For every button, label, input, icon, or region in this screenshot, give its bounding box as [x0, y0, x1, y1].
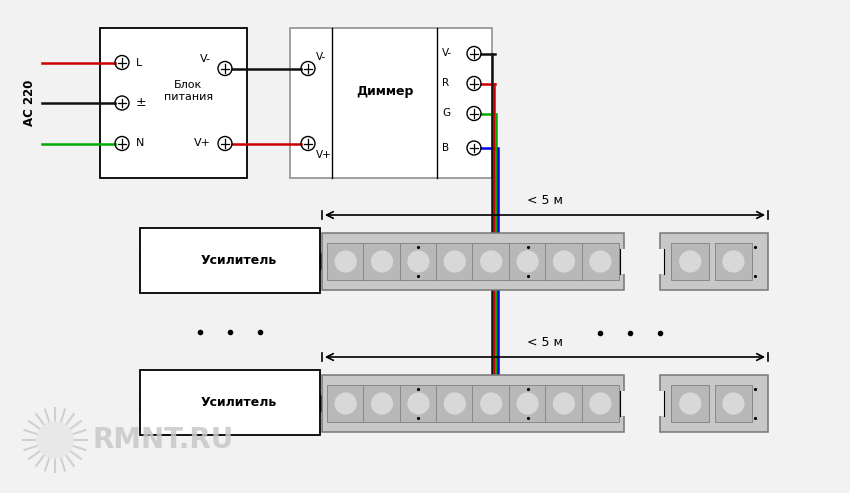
Bar: [620, 248, 628, 274]
Text: V-: V-: [200, 54, 211, 64]
Text: ±: ±: [136, 97, 146, 109]
Bar: [473, 243, 510, 281]
Text: V-: V-: [316, 51, 326, 62]
Text: V-: V-: [442, 48, 452, 59]
Bar: [436, 385, 473, 423]
Bar: [672, 385, 709, 423]
Circle shape: [444, 392, 466, 415]
Bar: [656, 390, 664, 416]
Circle shape: [722, 250, 745, 273]
Circle shape: [517, 392, 539, 415]
Circle shape: [517, 250, 539, 273]
Text: RMNT.RU: RMNT.RU: [93, 426, 235, 454]
Bar: [581, 385, 619, 423]
Bar: [620, 390, 628, 416]
Bar: [363, 385, 401, 423]
Bar: [545, 385, 583, 423]
Bar: [473, 385, 510, 423]
Text: Усилитель: Усилитель: [201, 396, 277, 409]
Bar: [140, 370, 320, 435]
Bar: [400, 385, 437, 423]
Text: Диммер: Диммер: [356, 84, 413, 98]
Bar: [322, 375, 624, 432]
Circle shape: [407, 392, 429, 415]
Text: G: G: [442, 108, 450, 118]
Bar: [436, 243, 473, 281]
Circle shape: [407, 250, 429, 273]
Bar: [545, 243, 583, 281]
Circle shape: [335, 250, 357, 273]
Circle shape: [480, 250, 502, 273]
Text: N: N: [136, 139, 144, 148]
Bar: [715, 243, 752, 281]
Bar: [400, 243, 437, 281]
Bar: [672, 243, 709, 281]
Circle shape: [444, 250, 466, 273]
Bar: [327, 243, 365, 281]
Text: Усилитель: Усилитель: [201, 254, 277, 267]
Text: R: R: [442, 78, 449, 89]
Circle shape: [371, 250, 394, 273]
Circle shape: [589, 392, 611, 415]
Circle shape: [679, 250, 701, 273]
Text: V+: V+: [316, 150, 332, 161]
Bar: [509, 243, 547, 281]
Text: < 5 м: < 5 м: [527, 336, 563, 349]
Circle shape: [552, 250, 575, 273]
Bar: [363, 243, 401, 281]
Bar: [656, 248, 664, 274]
Circle shape: [589, 250, 611, 273]
Bar: [140, 228, 320, 293]
Bar: [660, 375, 768, 432]
Bar: [509, 385, 547, 423]
Circle shape: [722, 392, 745, 415]
Bar: [660, 233, 768, 290]
Bar: [715, 385, 752, 423]
Bar: [100, 28, 247, 178]
Circle shape: [552, 392, 575, 415]
Circle shape: [480, 392, 502, 415]
Bar: [581, 243, 619, 281]
Circle shape: [371, 392, 394, 415]
Bar: [290, 28, 492, 178]
Circle shape: [679, 392, 701, 415]
Text: B: B: [442, 143, 449, 153]
Text: Блок
питания: Блок питания: [164, 80, 212, 102]
Circle shape: [37, 422, 73, 458]
Bar: [322, 233, 624, 290]
Circle shape: [335, 392, 357, 415]
Text: V+: V+: [194, 139, 211, 148]
Bar: [327, 385, 365, 423]
Text: L: L: [136, 58, 142, 68]
Text: AC 220: AC 220: [24, 80, 37, 126]
Text: < 5 м: < 5 м: [527, 194, 563, 207]
